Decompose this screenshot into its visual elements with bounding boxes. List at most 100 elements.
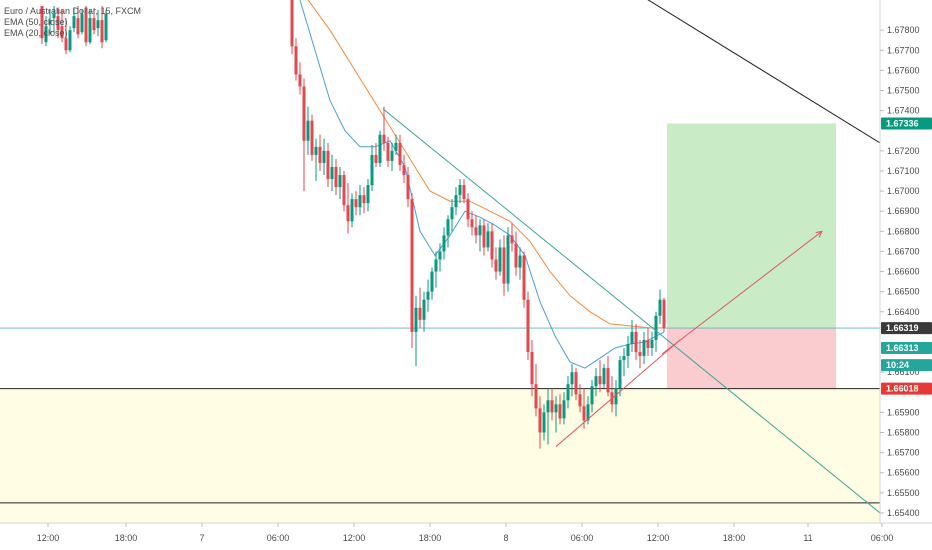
candle-body — [438, 251, 442, 260]
candle-body — [406, 175, 410, 200]
candle-body — [430, 271, 434, 292]
candle-body — [526, 299, 530, 353]
candle-body — [506, 235, 510, 284]
y-tick-label: 1.66400 — [887, 307, 920, 317]
candle-body — [398, 142, 402, 165]
candle — [298, 62, 302, 95]
x-tick-label: 12:00 — [37, 533, 60, 543]
projection-arrow — [661, 231, 822, 355]
symbol-title[interactable]: Euro / Australian Dollar, 15, FXCM — [4, 6, 142, 16]
candle — [354, 191, 358, 216]
candle-body — [76, 18, 80, 35]
candle-body — [426, 291, 430, 300]
candle — [586, 396, 590, 425]
candle — [598, 360, 602, 393]
candle-body — [310, 120, 314, 155]
candle — [322, 138, 326, 176]
candle — [646, 327, 650, 357]
candle-body — [570, 372, 574, 385]
candle-body — [322, 150, 326, 163]
x-tick-label: 06:00 — [571, 533, 594, 543]
candle — [450, 199, 454, 232]
candle — [522, 251, 526, 308]
ema50-legend[interactable]: EMA (50, close) — [4, 17, 68, 27]
candle — [358, 185, 362, 216]
candle-body — [606, 368, 610, 393]
candle-body — [294, 46, 298, 75]
candle — [578, 384, 582, 413]
candle-body — [418, 307, 422, 320]
resistance-trendline — [382, 108, 881, 514]
ema20-legend[interactable]: EMA (20, close) — [4, 28, 68, 38]
candle — [48, 10, 52, 35]
candle-body — [350, 199, 354, 222]
y-tick-label: 1.67500 — [887, 86, 920, 96]
support-trendline — [555, 339, 681, 447]
x-tick-label: 8 — [503, 533, 508, 543]
candle — [40, 6, 44, 45]
y-tick-label: 1.66500 — [887, 287, 920, 297]
candle-body — [530, 352, 534, 385]
candle-body — [486, 231, 490, 248]
candle — [406, 166, 410, 208]
candle-body — [100, 20, 104, 43]
candle — [330, 154, 334, 192]
candle — [366, 179, 370, 212]
candle — [618, 356, 622, 397]
candle — [378, 130, 382, 167]
candle — [486, 223, 490, 252]
candle — [594, 368, 598, 397]
ema-layer — [299, 0, 665, 369]
candle — [638, 339, 642, 369]
x-tick-label: 06:00 — [267, 533, 290, 543]
candle — [402, 154, 406, 184]
x-tick-label: 18:00 — [419, 533, 442, 543]
candle-body — [354, 199, 358, 208]
x-tick-label: 7 — [199, 533, 204, 543]
horizontal-lines-layer — [0, 327, 880, 504]
candle-body — [394, 142, 398, 151]
x-tick-label: 18:00 — [115, 533, 138, 543]
candle — [446, 215, 450, 248]
price-badge-label: 1.66018 — [886, 384, 919, 394]
candle-body — [414, 307, 418, 332]
candle — [494, 247, 498, 280]
candle — [294, 38, 298, 81]
chart-legend: Euro / Australian Dollar, 15, FXCM EMA (… — [4, 6, 141, 39]
candle — [72, 8, 76, 33]
candle-body — [92, 18, 96, 31]
candle-body — [614, 388, 618, 405]
stop-loss-zone — [667, 328, 836, 389]
y-tick-label: 1.67700 — [887, 45, 920, 55]
candle — [334, 158, 338, 196]
y-tick-label: 1.66900 — [887, 206, 920, 216]
candle — [566, 376, 570, 409]
candle — [394, 134, 398, 155]
candle-body — [494, 259, 498, 272]
candle-body — [490, 231, 494, 260]
candle-body — [542, 412, 546, 433]
candle-body — [314, 146, 318, 155]
candle — [474, 215, 478, 244]
candle — [326, 142, 330, 188]
candle — [550, 388, 554, 421]
time-axis-bg — [0, 523, 932, 550]
candle — [346, 183, 350, 234]
candle-body — [298, 74, 302, 87]
y-tick-label: 1.67600 — [887, 65, 920, 75]
y-tick-label: 1.65400 — [887, 508, 920, 518]
x-tick-label: 06:00 — [871, 533, 894, 543]
candle — [442, 227, 446, 260]
candle-body — [422, 299, 426, 320]
candle — [542, 404, 546, 441]
candle — [518, 247, 522, 280]
candle-body — [534, 384, 538, 409]
candle-body — [446, 219, 450, 236]
x-tick-label: 12:00 — [647, 533, 670, 543]
candle — [422, 291, 426, 332]
y-tick-label: 1.65900 — [887, 407, 920, 417]
candle — [658, 289, 662, 324]
y-tick-label: 1.65500 — [887, 488, 920, 498]
long-position-tool[interactable] — [667, 123, 836, 389]
